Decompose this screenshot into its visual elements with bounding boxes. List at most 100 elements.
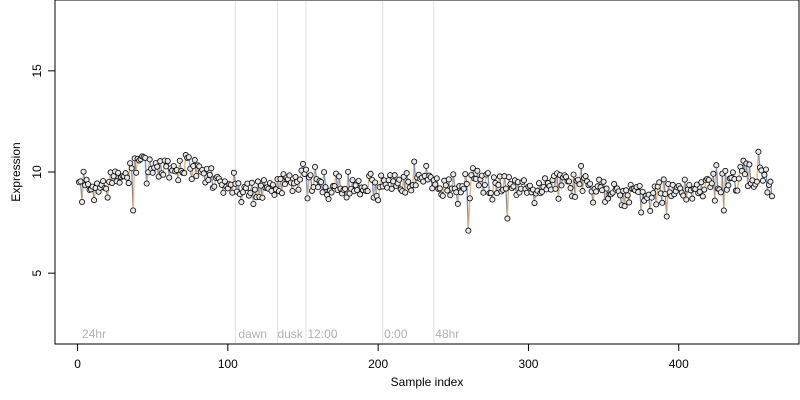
data-point bbox=[289, 188, 296, 195]
data-point bbox=[304, 195, 311, 202]
data-point bbox=[626, 199, 633, 206]
time-annotation: dawn bbox=[238, 327, 267, 341]
data-point bbox=[502, 185, 509, 192]
data-point bbox=[146, 156, 153, 163]
data-point bbox=[188, 176, 195, 183]
data-point bbox=[254, 178, 261, 185]
data-point bbox=[315, 184, 322, 191]
data-point bbox=[759, 177, 766, 184]
data-point bbox=[221, 178, 228, 185]
data-points bbox=[76, 148, 775, 234]
x-tick-label: 400 bbox=[669, 357, 689, 371]
data-point bbox=[711, 197, 718, 204]
data-point bbox=[436, 185, 443, 192]
time-annotation: dusk bbox=[277, 327, 303, 341]
data-point bbox=[484, 170, 491, 177]
data-point bbox=[650, 189, 657, 196]
data-point bbox=[260, 177, 267, 184]
data-point bbox=[432, 181, 439, 188]
data-point bbox=[735, 175, 742, 182]
data-point bbox=[572, 193, 579, 200]
series-segment bbox=[715, 165, 719, 189]
data-point bbox=[286, 172, 293, 179]
data-point bbox=[318, 179, 325, 186]
time-annotation: 48hr bbox=[435, 327, 459, 341]
data-point bbox=[475, 182, 482, 189]
data-point bbox=[208, 165, 215, 172]
data-point bbox=[79, 199, 86, 206]
data-point bbox=[303, 166, 310, 173]
data-point bbox=[576, 181, 583, 188]
data-point bbox=[722, 167, 729, 174]
data-point bbox=[423, 162, 430, 169]
data-point bbox=[469, 165, 476, 172]
data-point bbox=[278, 190, 285, 197]
data-point bbox=[133, 169, 140, 176]
data-point bbox=[104, 194, 111, 201]
data-point bbox=[720, 207, 727, 214]
data-point bbox=[321, 169, 328, 176]
data-point bbox=[636, 182, 643, 189]
data-point bbox=[271, 191, 278, 198]
time-annotation: 0:00 bbox=[384, 327, 408, 341]
data-point bbox=[725, 182, 732, 189]
vertical-guides bbox=[234, 1, 435, 343]
data-point bbox=[762, 166, 769, 173]
data-point bbox=[734, 187, 741, 194]
y-tick-label: 10 bbox=[30, 165, 44, 179]
data-point bbox=[349, 177, 356, 184]
data-point bbox=[460, 185, 467, 192]
y-tick-label: 15 bbox=[30, 64, 44, 78]
data-point bbox=[128, 165, 135, 172]
series-segment bbox=[312, 166, 316, 188]
y-axis: 5 10 15 bbox=[30, 64, 56, 277]
data-point bbox=[579, 188, 586, 195]
data-point bbox=[713, 162, 720, 169]
data-point bbox=[250, 200, 257, 207]
x-tick-label: 300 bbox=[518, 357, 538, 371]
data-point bbox=[717, 189, 724, 196]
data-point bbox=[343, 194, 350, 201]
data-point bbox=[331, 183, 338, 190]
data-point bbox=[442, 182, 449, 189]
data-point bbox=[504, 215, 511, 222]
y-axis-label: Expression bbox=[9, 142, 23, 201]
series-segment bbox=[132, 158, 136, 211]
data-point bbox=[116, 179, 123, 186]
data-point bbox=[403, 170, 410, 177]
data-point bbox=[307, 172, 314, 179]
data-point bbox=[296, 176, 303, 183]
data-point bbox=[312, 163, 319, 170]
data-point bbox=[125, 180, 132, 187]
data-point bbox=[761, 171, 768, 178]
data-point bbox=[238, 199, 245, 206]
data-point bbox=[185, 154, 192, 161]
data-point bbox=[541, 175, 548, 182]
data-point bbox=[480, 189, 487, 196]
data-point bbox=[466, 195, 473, 202]
data-point bbox=[143, 180, 150, 187]
data-point bbox=[402, 189, 409, 196]
data-point bbox=[689, 195, 696, 202]
data-point bbox=[495, 181, 502, 188]
data-point bbox=[299, 160, 306, 167]
data-point bbox=[465, 227, 472, 234]
data-point bbox=[355, 177, 362, 184]
data-point bbox=[463, 180, 470, 187]
data-point bbox=[248, 179, 255, 186]
data-point bbox=[269, 181, 276, 188]
data-point bbox=[103, 185, 110, 192]
data-point bbox=[277, 175, 284, 182]
series-segment bbox=[413, 161, 417, 186]
data-point bbox=[505, 174, 512, 181]
series-segment bbox=[467, 198, 471, 231]
data-point bbox=[481, 181, 488, 188]
data-point bbox=[345, 168, 352, 175]
data-point bbox=[100, 178, 107, 185]
data-point bbox=[130, 207, 137, 214]
data-point bbox=[526, 182, 533, 189]
x-axis-label: Sample index bbox=[391, 375, 464, 389]
data-point bbox=[450, 171, 457, 178]
data-point bbox=[582, 173, 589, 180]
data-point bbox=[429, 185, 436, 192]
